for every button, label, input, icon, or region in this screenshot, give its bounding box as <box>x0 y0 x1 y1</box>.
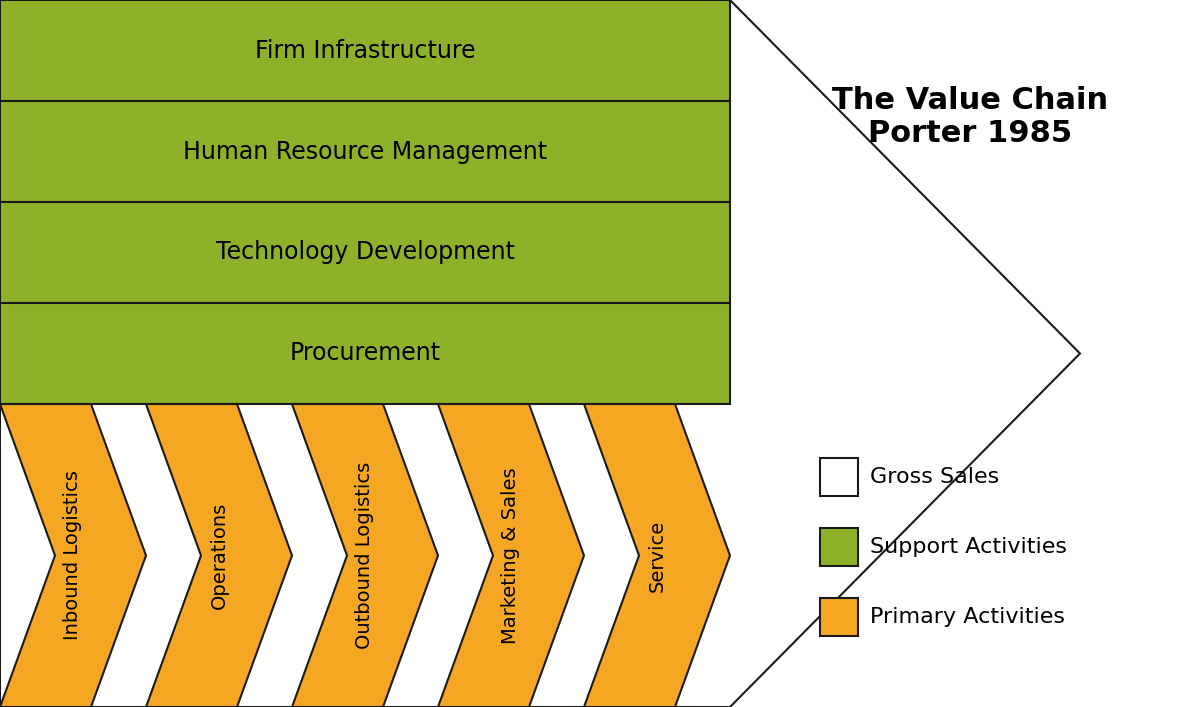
Text: Marketing & Sales: Marketing & Sales <box>501 467 520 644</box>
Text: Human Resource Management: Human Resource Management <box>183 139 548 163</box>
Bar <box>0 303 730 404</box>
Text: Gross Sales: Gross Sales <box>870 467 1000 487</box>
Polygon shape <box>0 0 1080 707</box>
Text: Technology Development: Technology Development <box>216 240 514 264</box>
Polygon shape <box>438 404 585 707</box>
Text: Outbound Logistics: Outbound Logistics <box>356 462 375 649</box>
Text: Inbound Logistics: Inbound Logistics <box>63 471 82 641</box>
Text: Primary Activities: Primary Activities <box>870 607 1065 627</box>
Text: Operations: Operations <box>210 502 229 609</box>
Bar <box>820 458 858 496</box>
Bar <box>820 598 858 636</box>
Bar <box>0 101 730 202</box>
Polygon shape <box>292 404 438 707</box>
Polygon shape <box>0 404 146 707</box>
Text: Support Activities: Support Activities <box>870 537 1067 557</box>
Bar <box>0 202 730 303</box>
Polygon shape <box>585 404 730 707</box>
Text: The Value Chain
Porter 1985: The Value Chain Porter 1985 <box>832 86 1108 148</box>
Text: Procurement: Procurement <box>290 341 440 366</box>
Text: Service: Service <box>648 520 667 592</box>
Bar <box>0 0 730 101</box>
Polygon shape <box>146 404 292 707</box>
Text: Firm Infrastructure: Firm Infrastructure <box>254 38 475 62</box>
Bar <box>820 528 858 566</box>
